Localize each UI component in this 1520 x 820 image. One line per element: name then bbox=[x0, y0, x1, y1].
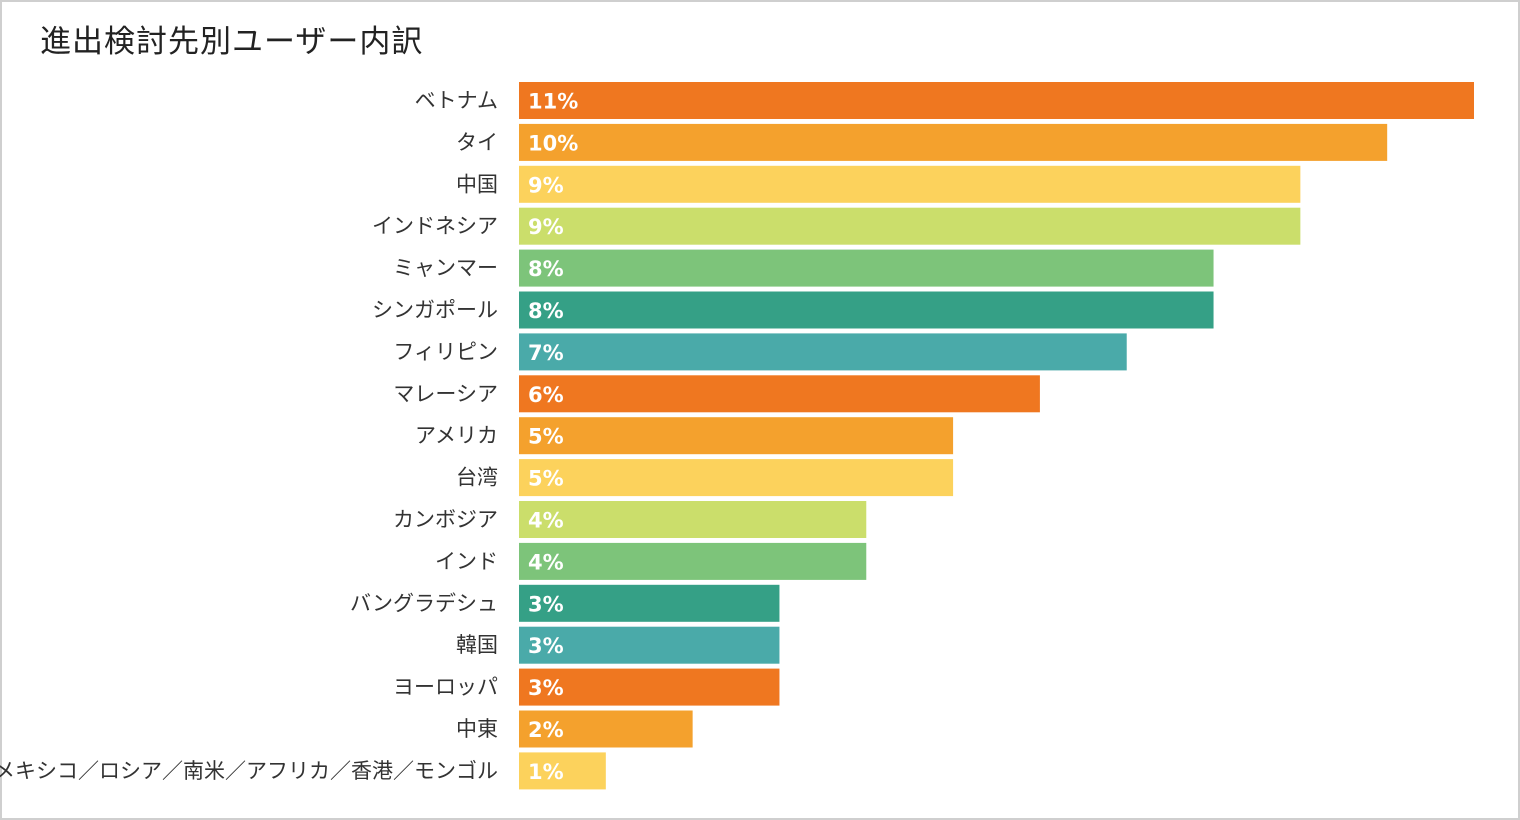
category-label-11: インド bbox=[435, 549, 498, 573]
bar-3 bbox=[519, 207, 1301, 245]
value-label-3: 9% bbox=[528, 215, 564, 239]
value-label-15: 2% bbox=[528, 718, 564, 742]
value-label-13: 3% bbox=[528, 634, 564, 658]
category-label-13: 韓国 bbox=[456, 633, 498, 657]
category-label-6: フィリピン bbox=[393, 340, 498, 364]
value-label-2: 9% bbox=[528, 173, 564, 197]
value-label-0: 11% bbox=[528, 90, 578, 114]
value-label-9: 5% bbox=[528, 467, 564, 491]
value-label-11: 4% bbox=[528, 550, 564, 574]
value-label-4: 8% bbox=[528, 257, 564, 281]
category-label-4: ミャンマー bbox=[393, 256, 498, 280]
value-label-1: 10% bbox=[528, 131, 578, 155]
value-label-10: 4% bbox=[528, 509, 564, 533]
bar-5 bbox=[519, 291, 1214, 329]
value-label-5: 8% bbox=[528, 299, 564, 323]
category-label-15: 中東 bbox=[456, 717, 498, 741]
bar-8 bbox=[519, 417, 954, 455]
bar-15 bbox=[519, 710, 693, 748]
category-label-5: シンガポール bbox=[372, 298, 498, 322]
bar-10 bbox=[519, 501, 867, 538]
bar-13 bbox=[519, 626, 780, 664]
bar-16 bbox=[519, 752, 606, 790]
value-label-8: 5% bbox=[528, 425, 564, 449]
bar-1 bbox=[519, 123, 1388, 161]
bar-0 bbox=[519, 82, 1474, 119]
bar-4 bbox=[519, 249, 1214, 287]
category-label-10: カンボジア bbox=[393, 508, 498, 532]
category-label-3: インドネシア bbox=[372, 214, 498, 238]
bar-11 bbox=[519, 542, 867, 580]
value-label-7: 6% bbox=[528, 383, 564, 407]
bar-2 bbox=[519, 165, 1301, 203]
category-label-16: メキシコ／ロシア／南米／アフリカ／香港／モンゴル bbox=[0, 759, 498, 783]
category-label-2: 中国 bbox=[456, 172, 498, 196]
category-label-9: 台湾 bbox=[456, 466, 498, 490]
value-label-6: 7% bbox=[528, 341, 564, 365]
category-label-12: バングラデシュ bbox=[350, 591, 498, 615]
category-label-0: ベトナム bbox=[415, 89, 498, 113]
value-label-16: 1% bbox=[528, 760, 564, 784]
bar-7 bbox=[519, 375, 1040, 413]
category-label-7: マレーシア bbox=[393, 382, 498, 406]
category-label-8: アメリカ bbox=[415, 424, 498, 448]
bar-6 bbox=[519, 333, 1127, 371]
value-label-12: 3% bbox=[528, 592, 564, 616]
bar-9 bbox=[519, 459, 954, 497]
category-label-1: タイ bbox=[456, 130, 498, 154]
chart-title: 進出検討先別ユーザー内訳 bbox=[40, 24, 424, 60]
bar-12 bbox=[519, 584, 780, 622]
value-label-14: 3% bbox=[528, 676, 564, 700]
bar-14 bbox=[519, 668, 780, 706]
category-label-14: ヨーロッパ bbox=[393, 675, 498, 699]
